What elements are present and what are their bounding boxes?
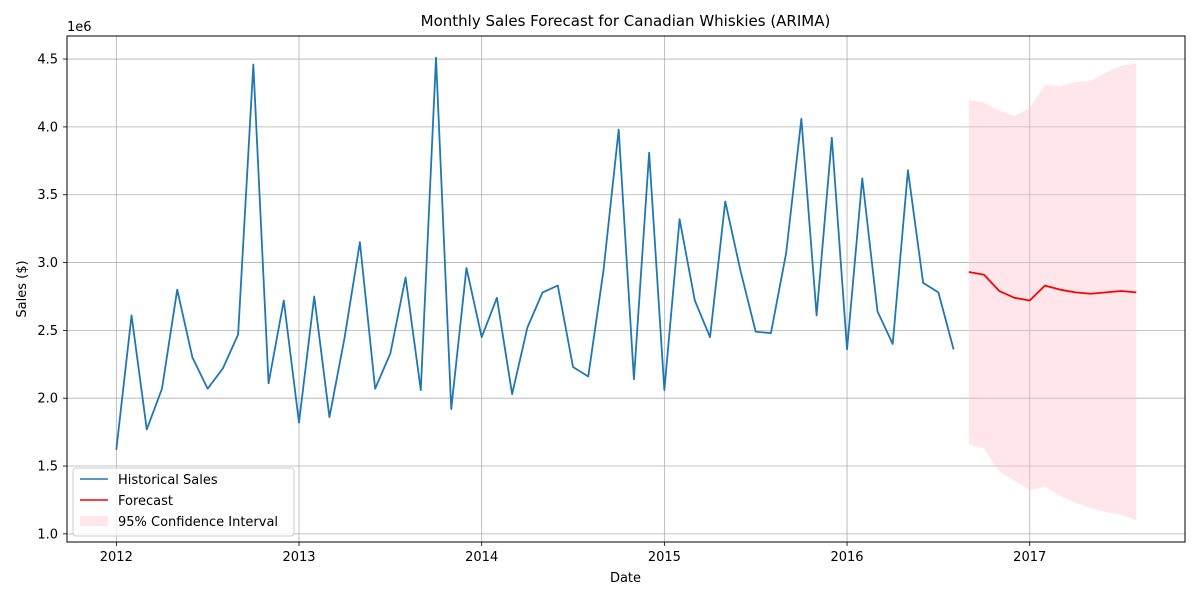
- y-tick-label: 1.5: [37, 460, 58, 475]
- chart-title: Monthly Sales Forecast for Canadian Whis…: [421, 12, 831, 30]
- x-tick-label: 2013: [282, 550, 315, 565]
- y-tick-label: 1.0: [37, 527, 58, 542]
- x-tick-label: 2015: [648, 550, 681, 565]
- x-tick-label: 2014: [465, 550, 498, 565]
- y-tick-label: 3.5: [37, 188, 58, 203]
- legend-ci-label: 95% Confidence Interval: [118, 515, 278, 530]
- y-tick-label: 4.5: [37, 53, 58, 68]
- x-tick-label: 2017: [1013, 550, 1046, 565]
- y-tick-label: 3.0: [37, 256, 58, 271]
- x-tick-label: 2016: [830, 550, 863, 565]
- legend-ci-swatch: [80, 516, 108, 526]
- y-tick-label: 2.5: [37, 324, 58, 339]
- y-scale-offset-label: 1e6: [67, 20, 92, 35]
- x-tick-label: 2012: [100, 550, 133, 565]
- x-axis-label: Date: [610, 571, 641, 586]
- y-tick-label: 4.0: [37, 120, 58, 135]
- y-tick-label: 2.0: [37, 392, 58, 407]
- legend-forecast-label: Forecast: [118, 494, 173, 509]
- legend: Historical Sales Forecast 95% Confidence…: [73, 468, 294, 536]
- y-axis-label: Sales ($): [15, 260, 30, 317]
- legend-historical-label: Historical Sales: [118, 473, 218, 488]
